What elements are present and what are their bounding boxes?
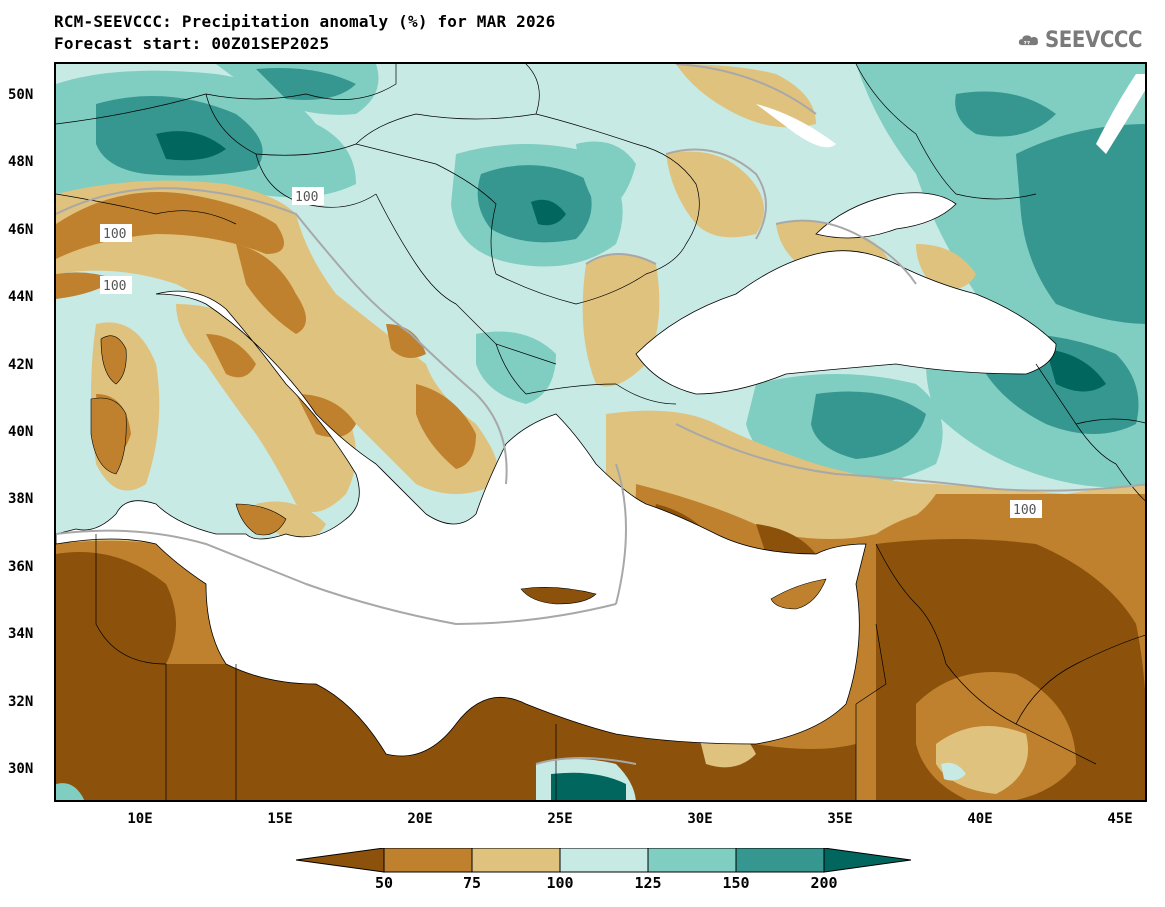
lon-label-30e: 30E — [687, 811, 713, 827]
lat-label-30n: 30N — [8, 761, 34, 777]
country-borders — [56, 64, 1145, 800]
desert-anomaly-patches — [56, 672, 1076, 800]
colorbar-label-75: 75 — [462, 874, 482, 892]
lat-label-50n: 50N — [8, 87, 34, 103]
lon-label-15e: 15E — [267, 811, 293, 827]
colorbar-label-150: 150 — [722, 874, 750, 892]
lon-label-20e: 20E — [407, 811, 433, 827]
lat-label-34n: 34N — [8, 626, 34, 642]
contour-label: 100 — [1013, 503, 1036, 518]
map-panel[interactable]: 100 100 100 100 — [54, 62, 1147, 802]
contour-labels: 100 100 100 100 — [100, 187, 1042, 518]
lon-label-35e: 35E — [827, 811, 853, 827]
precipitation-anomaly-map: 100 100 100 100 — [56, 64, 1145, 800]
colorbar-label-100: 100 — [546, 874, 574, 892]
forecast-start-subtitle: Forecast start: 00Z01SEP2025 — [54, 34, 330, 53]
lat-label-46n: 46N — [8, 222, 34, 238]
lon-label-40e: 40E — [967, 811, 993, 827]
colorbar-50-75 — [383, 848, 473, 873]
colorbar-label-125: 125 — [634, 874, 662, 892]
cloud-icon — [1018, 35, 1039, 46]
lon-label-25e: 25E — [547, 811, 573, 827]
seevccc-logo: SEEVCCC — [1018, 22, 1153, 58]
lat-label-38n: 38N — [8, 491, 34, 507]
colorbar-125-150 — [647, 848, 737, 873]
islands — [90, 335, 827, 610]
lat-label-32n: 32N — [8, 694, 34, 710]
colorbar-150-200 — [735, 848, 825, 873]
lat-label-48n: 48N — [8, 154, 34, 170]
lon-label-10e: 10E — [127, 811, 153, 827]
lat-label-44n: 44N — [8, 289, 34, 305]
colorbar-above-200 — [823, 848, 912, 873]
lon-label-45e: 45E — [1107, 811, 1133, 827]
contour-label: 100 — [103, 279, 126, 294]
contour-100-lines — [56, 64, 1145, 765]
sea-areas — [56, 74, 1145, 757]
lat-label-40n: 40N — [8, 424, 34, 440]
colorbar-below-50 — [296, 848, 385, 873]
colorbar-75-100 — [471, 848, 561, 873]
lat-label-42n: 42N — [8, 357, 34, 373]
contour-label: 100 — [103, 227, 126, 242]
contour-label: 100 — [295, 190, 318, 205]
colorbar-label-200: 200 — [810, 874, 838, 892]
colorbar-100-125 — [559, 848, 649, 873]
lat-label-36n: 36N — [8, 559, 34, 575]
colorbar — [296, 848, 912, 873]
extreme-dry-anomaly-zones — [56, 504, 1145, 800]
logo-text: SEEVCCC — [1045, 27, 1143, 53]
colorbar-label-50: 50 — [374, 874, 394, 892]
map-title: RCM-SEEVCCC: Precipitation anomaly (%) f… — [54, 12, 556, 31]
